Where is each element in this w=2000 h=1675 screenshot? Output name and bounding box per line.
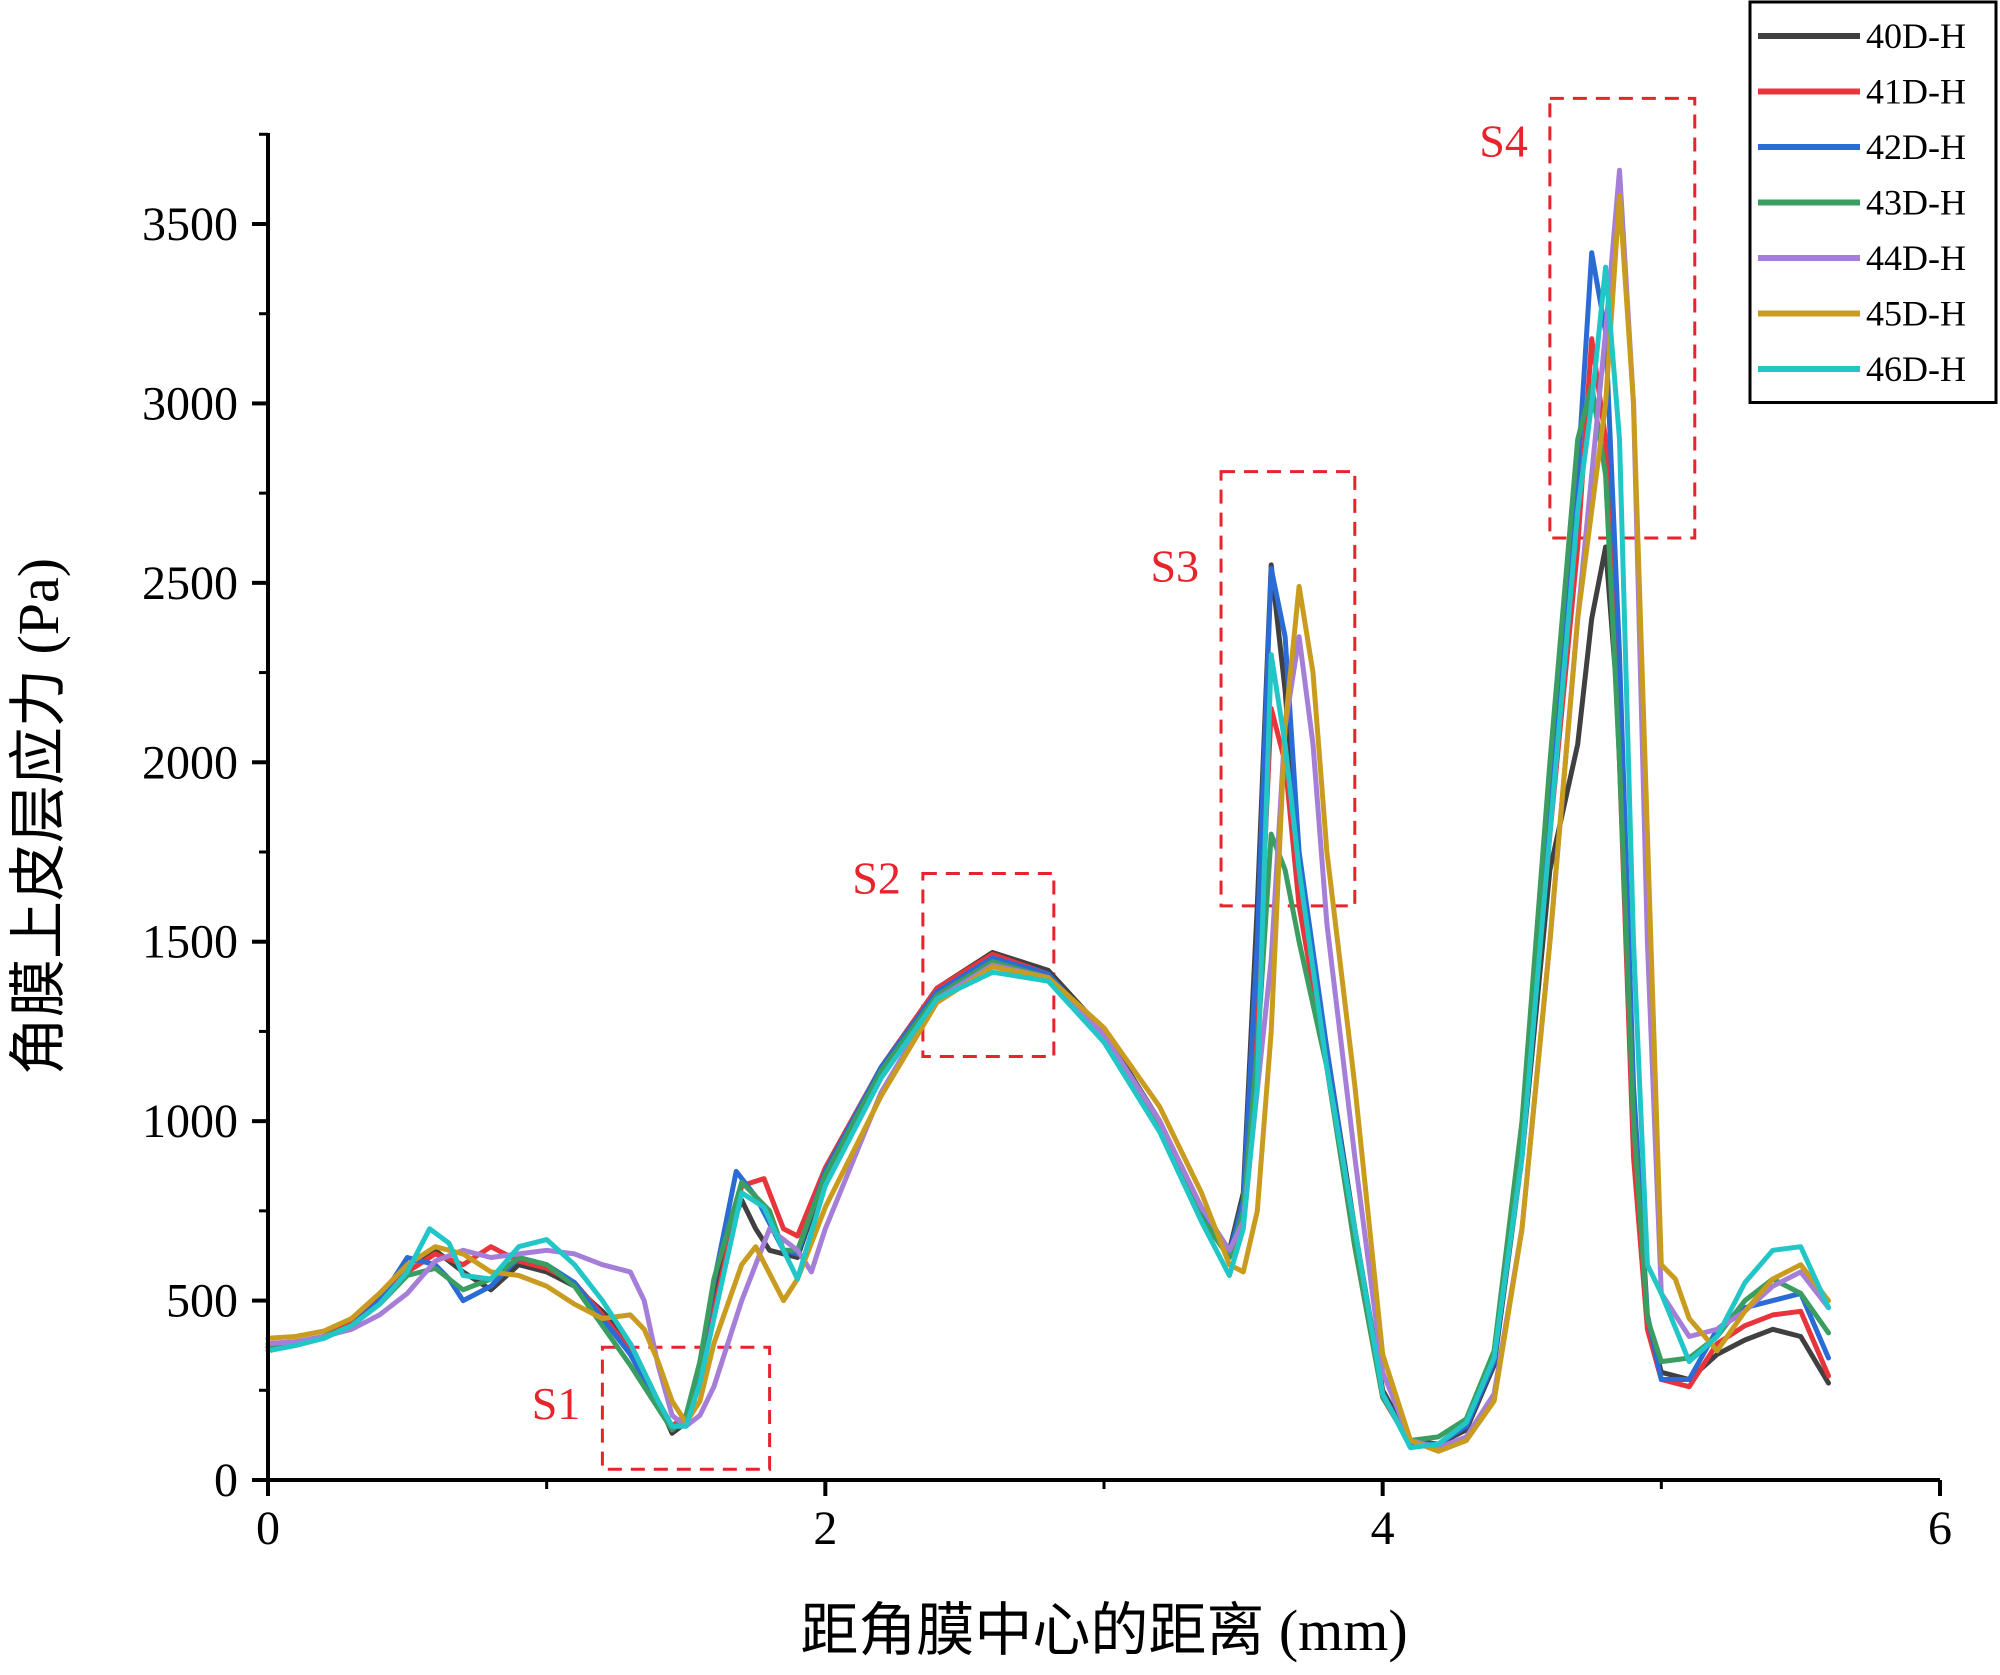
x-tick-label: 6 xyxy=(1928,1502,1952,1555)
y-tick-label: 3000 xyxy=(142,377,238,430)
y-tick-label: 500 xyxy=(166,1275,238,1328)
y-tick-label: 3500 xyxy=(142,198,238,251)
annotation-layer: S1 S2 S3 S4 xyxy=(532,96,1697,1471)
legend-label: 40D-H xyxy=(1866,16,1966,56)
y-tick-label: 1500 xyxy=(142,916,238,969)
series-line-45d-h xyxy=(265,192,1831,1454)
legend-label: 41D-H xyxy=(1866,72,1966,112)
y-tick-label: 2500 xyxy=(142,557,238,610)
annotation-label-s2: S2 xyxy=(852,853,901,904)
ticks-layer: 0 500 1000 1500 2000 2500 3000 3500 0 2 4 6 xyxy=(142,132,1952,1555)
x-tick-label: 4 xyxy=(1371,1502,1395,1555)
annotation-box-s3 xyxy=(1219,470,1357,908)
legend-label: 46D-H xyxy=(1866,349,1966,389)
x-tick-label: 2 xyxy=(813,1502,837,1555)
legend-label: 42D-H xyxy=(1866,127,1966,167)
x-tick-label: 0 xyxy=(256,1502,280,1555)
annotation-label-s1: S1 xyxy=(532,1378,581,1429)
series-line-44d-h xyxy=(265,167,1831,1451)
y-axis-title: 角膜上皮层应力 (Pa) xyxy=(6,558,71,1075)
y-tick-label: 2000 xyxy=(142,736,238,789)
legend-label: 43D-H xyxy=(1866,183,1966,223)
x-axis-title: 距角膜中心的距离 (mm) xyxy=(800,1598,1407,1663)
series-line-46d-h xyxy=(265,264,1831,1451)
legend-label: 44D-H xyxy=(1866,238,1966,278)
legend-label: 45D-H xyxy=(1866,294,1966,334)
annotation-box-s1 xyxy=(600,1345,772,1471)
annotation-label-s3: S3 xyxy=(1150,541,1199,592)
axes-layer xyxy=(266,133,1940,1482)
annotation-label-s4: S4 xyxy=(1479,115,1528,166)
legend: 40D-H 41D-H 42D-H 43D-H 44D-H 45D-H 46D-H xyxy=(1748,0,1998,404)
series-line-40d-h xyxy=(265,544,1831,1447)
y-tick-label: 1000 xyxy=(142,1095,238,1148)
series-layer xyxy=(265,167,1831,1454)
y-tick-label: 0 xyxy=(214,1454,238,1507)
annotation-box-s2 xyxy=(921,872,1056,1059)
